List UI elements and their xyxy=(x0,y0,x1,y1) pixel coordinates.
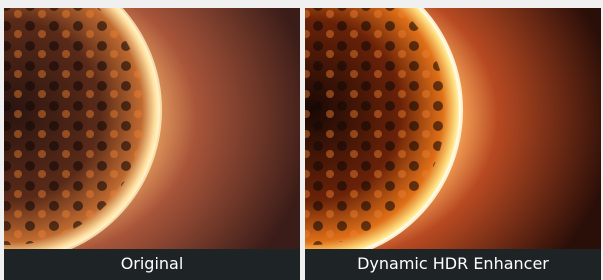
original-image xyxy=(0,0,300,260)
panel-label: Original xyxy=(4,249,300,280)
comparison-images xyxy=(0,0,603,280)
comparison: Original Dynamic HDR Enhancer xyxy=(0,0,603,280)
panel-label: Dynamic HDR Enhancer xyxy=(305,249,601,280)
